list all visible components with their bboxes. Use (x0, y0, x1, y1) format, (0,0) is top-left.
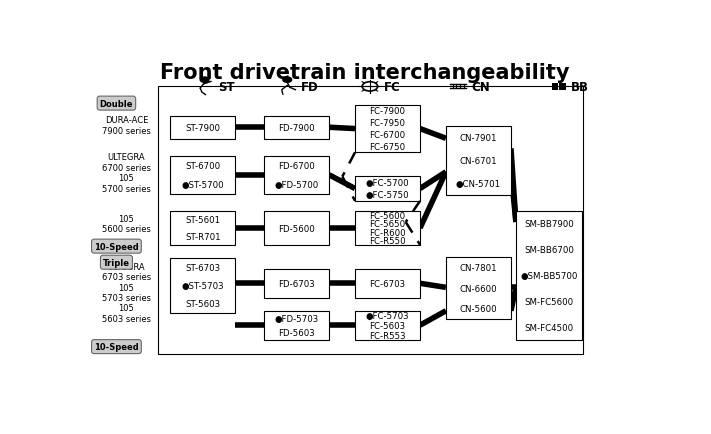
Text: FC-5600: FC-5600 (370, 211, 405, 220)
Text: FC-R553: FC-R553 (369, 331, 406, 340)
Text: FD-6703: FD-6703 (278, 279, 315, 288)
Text: SM-FC4500: SM-FC4500 (525, 323, 574, 332)
Bar (264, 212, 329, 245)
Text: ST-6703: ST-6703 (186, 263, 220, 272)
Bar (264, 116, 329, 140)
Text: 10-Speed: 10-Speed (94, 342, 139, 351)
Bar (355, 177, 420, 201)
Text: FC-6700: FC-6700 (370, 131, 405, 140)
Text: FC-5650: FC-5650 (370, 220, 405, 229)
Text: ST-5601: ST-5601 (186, 216, 220, 225)
Text: ST: ST (218, 81, 235, 94)
Text: 10-Speed: 10-Speed (94, 242, 139, 251)
Bar (264, 269, 329, 298)
Text: CN-7901: CN-7901 (460, 133, 497, 142)
Bar (355, 212, 420, 245)
Text: FC-7900: FC-7900 (370, 107, 405, 116)
Text: FC-6703: FC-6703 (370, 279, 405, 288)
Text: DURA-ACE
7900 series: DURA-ACE 7900 series (102, 116, 151, 135)
Text: Front drivetrain interchangeability: Front drivetrain interchangeability (160, 63, 569, 83)
Text: ●SM-BB5700: ●SM-BB5700 (520, 271, 577, 280)
Text: FD-6700: FD-6700 (278, 161, 315, 171)
Bar (264, 311, 329, 340)
Text: FD-5600: FD-5600 (278, 224, 315, 233)
Text: ST-5603: ST-5603 (186, 300, 220, 309)
Text: ST-R701: ST-R701 (185, 232, 220, 241)
Text: ●FC-5703: ●FC-5703 (365, 312, 410, 320)
Text: SM-FC5600: SM-FC5600 (525, 297, 574, 306)
Bar (264, 157, 329, 194)
Text: SM-BB6700: SM-BB6700 (524, 246, 574, 255)
Bar (171, 157, 235, 194)
Bar (355, 269, 420, 298)
Text: ●FD-5700: ●FD-5700 (274, 180, 319, 189)
Text: CN-5600: CN-5600 (459, 305, 497, 314)
Text: CN-6600: CN-6600 (459, 284, 497, 293)
Text: FC-R550: FC-R550 (369, 237, 406, 246)
Text: ●CN-5701: ●CN-5701 (456, 180, 501, 189)
Bar (158, 87, 583, 355)
Bar (552, 84, 558, 91)
Text: ST-7900: ST-7900 (186, 123, 220, 132)
Text: CN-7801: CN-7801 (459, 263, 497, 273)
Text: FC-6750: FC-6750 (370, 143, 405, 151)
Text: FC-R600: FC-R600 (369, 228, 406, 237)
Bar (446, 126, 511, 196)
Bar (516, 211, 582, 340)
Text: FC-5603: FC-5603 (370, 321, 405, 330)
Text: FD: FD (301, 81, 319, 94)
Text: Double: Double (100, 99, 133, 108)
Text: FC-7950: FC-7950 (370, 119, 405, 128)
Bar (355, 311, 420, 340)
Text: 105
5600 series: 105 5600 series (102, 214, 151, 234)
Text: CN: CN (472, 81, 491, 94)
Text: Triple: Triple (103, 258, 130, 267)
Text: ULTEGRA
6700 series
105
5700 series: ULTEGRA 6700 series 105 5700 series (102, 153, 151, 193)
Text: ●ST-5703: ●ST-5703 (181, 281, 224, 290)
Text: CN-6701: CN-6701 (459, 157, 497, 165)
Text: FC: FC (384, 81, 400, 94)
Text: ●FD-5703: ●FD-5703 (274, 314, 319, 323)
Bar (171, 258, 235, 313)
Text: ●FC-5700: ●FC-5700 (365, 179, 410, 187)
Text: FD-5603: FD-5603 (278, 329, 315, 337)
Text: ●FC-5750: ●FC-5750 (365, 191, 410, 200)
Text: ST-6700: ST-6700 (186, 161, 220, 171)
Text: BB: BB (571, 81, 589, 94)
Bar (171, 212, 235, 245)
Text: FD-7900: FD-7900 (278, 123, 315, 132)
Bar (171, 116, 235, 140)
Bar (560, 84, 566, 91)
Bar (446, 258, 511, 319)
Circle shape (201, 78, 209, 83)
Circle shape (283, 78, 292, 83)
Text: SM-BB7900: SM-BB7900 (524, 220, 574, 229)
Text: ULTEGRA
6703 series
105
5703 series
105
5603 series: ULTEGRA 6703 series 105 5703 series 105 … (102, 262, 151, 323)
Text: ●ST-5700: ●ST-5700 (181, 180, 224, 189)
Bar (355, 105, 420, 153)
